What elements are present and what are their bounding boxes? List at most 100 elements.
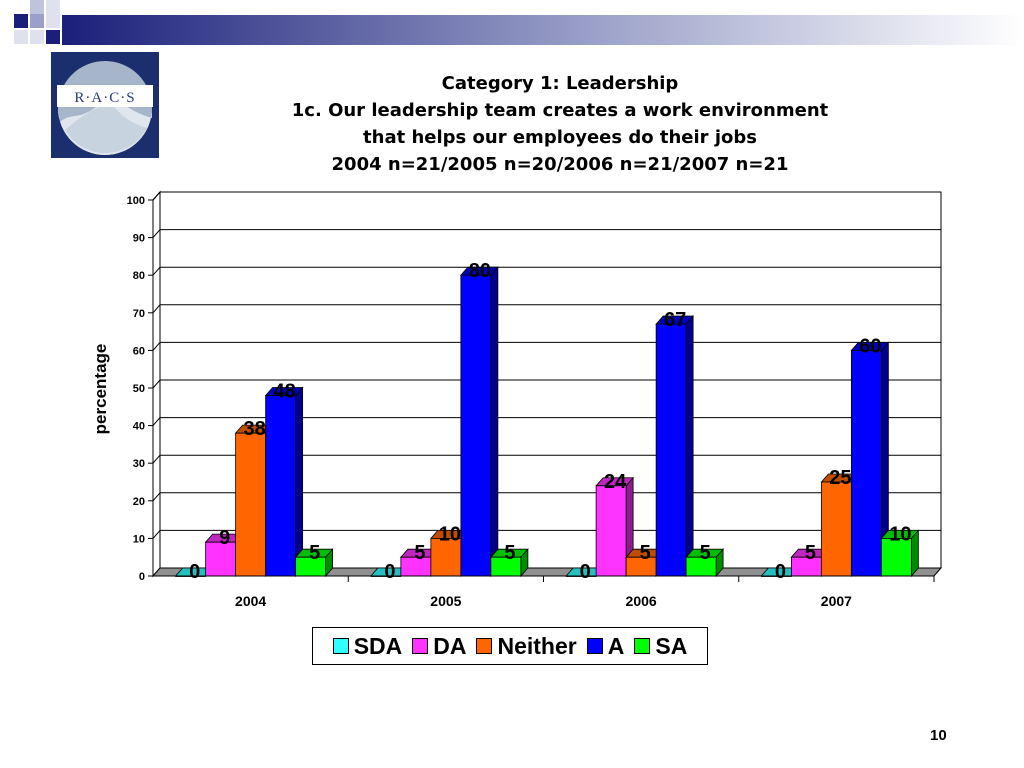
header-square (30, 30, 44, 44)
data-label: 38 (244, 418, 266, 440)
header-square (30, 14, 44, 28)
gridline (152, 454, 161, 464)
y-tick-label: 10 (133, 533, 145, 545)
gridline (152, 492, 161, 502)
gridline (152, 304, 161, 314)
data-label: 0 (775, 561, 786, 583)
y-tick-label: 70 (133, 308, 145, 320)
bars (174, 266, 920, 578)
legend-swatch (412, 638, 429, 654)
bar-front (655, 323, 687, 577)
bar-front (595, 485, 627, 577)
page-number: 10 (930, 727, 947, 744)
legend-swatch (634, 638, 651, 654)
legend-swatch (332, 638, 349, 654)
y-tick-label: 50 (133, 383, 145, 395)
gridline (152, 417, 161, 426)
bar-2005-SA (489, 548, 529, 578)
data-label: 9 (219, 527, 230, 549)
bar-side (490, 266, 499, 578)
legend-label: SDA (353, 632, 403, 659)
bar-2005-A (459, 266, 499, 578)
x-tick-label: 2006 (626, 593, 657, 609)
header-square (46, 14, 60, 28)
header-square (46, 30, 60, 44)
y-axis-label: percentage (91, 344, 110, 435)
data-label: 5 (700, 542, 711, 564)
legend-swatch (476, 638, 493, 654)
title-line-1: Category 1: Leadership (441, 73, 679, 94)
bar-2004-A (264, 386, 304, 578)
slide-title: Category 1: Leadership 1c. Our leadershi… (230, 70, 890, 178)
bar-2006-SA (685, 548, 725, 578)
legend-label: DA (433, 632, 467, 659)
data-label: 0 (580, 561, 591, 583)
legend-swatch (586, 638, 603, 654)
data-label: 48 (274, 381, 296, 403)
bar-front (820, 481, 852, 577)
data-label: 25 (829, 467, 851, 489)
y-tick-label: 40 (133, 421, 145, 433)
gridline (152, 530, 161, 539)
y-tick-label: 80 (133, 270, 145, 282)
legend-label: Neither (497, 632, 577, 659)
racs-logo: R·A·C·S (51, 52, 159, 158)
header-square (14, 30, 28, 44)
data-label: 80 (469, 260, 491, 282)
gridline (152, 379, 161, 389)
data-label: 5 (309, 542, 320, 564)
legend-item-sda: SDA (332, 632, 403, 660)
data-label: 5 (414, 542, 425, 564)
y-tick-label: 0 (139, 571, 145, 583)
logo-text: R·A·C·S (74, 90, 135, 106)
legend: SDA DA Neither A SA (312, 627, 708, 665)
racs-logo-graphic: R·A·C·S (57, 61, 153, 155)
legend-label: A (607, 632, 625, 659)
bar-front (850, 349, 882, 577)
y-axis: 0 10 20 30 40 50 60 70 80 90 100 (127, 195, 154, 583)
data-label: 5 (504, 542, 515, 564)
data-label: 60 (859, 335, 881, 357)
header-square (30, 0, 44, 14)
data-label: 10 (889, 523, 911, 545)
x-tick-label: 2004 (235, 593, 266, 609)
legend-item-a: A (586, 632, 625, 660)
y-tick-label: 100 (127, 195, 145, 207)
bar-front (880, 538, 912, 577)
bar-2007-A (850, 341, 890, 578)
data-label: 10 (439, 523, 461, 545)
bar-front (460, 274, 492, 577)
x-tick-label: 2005 (430, 593, 461, 609)
x-tick-label: 2007 (821, 593, 852, 609)
header-decoration (14, 0, 1024, 45)
y-tick-label: 30 (133, 458, 145, 470)
gridline (152, 191, 161, 201)
gridline (152, 342, 161, 351)
gridline (152, 229, 161, 238)
bar-front (235, 432, 267, 577)
data-label: 5 (805, 542, 816, 564)
gridline (152, 266, 161, 276)
data-label: 67 (664, 309, 686, 331)
bar-side (685, 315, 694, 578)
title-line-2: 1c. Our leadership team creates a work e… (291, 100, 829, 121)
bar-front (205, 541, 237, 577)
header-square (14, 14, 28, 28)
header-square (46, 0, 60, 14)
data-label: 5 (640, 542, 651, 564)
legend-label: SA (655, 632, 688, 659)
data-label: 24 (604, 471, 627, 493)
legend-item-da: DA (412, 633, 466, 660)
legend-item-neither: Neither (476, 632, 577, 660)
title-line-3: that helps our employees do their jobs (363, 127, 757, 148)
x-axis: 2004 2005 2006 2007 (153, 575, 935, 609)
y-tick-label: 90 (133, 233, 145, 245)
header-gradient-band (62, 15, 1024, 45)
bar-2004-SA (294, 548, 334, 578)
bar-2006-A (655, 315, 695, 578)
y-tick-label: 60 (133, 345, 145, 357)
title-line-4: 2004 n=21/2005 n=20/2006 n=21/2007 n=21 (331, 154, 789, 175)
bar-side (295, 386, 304, 578)
